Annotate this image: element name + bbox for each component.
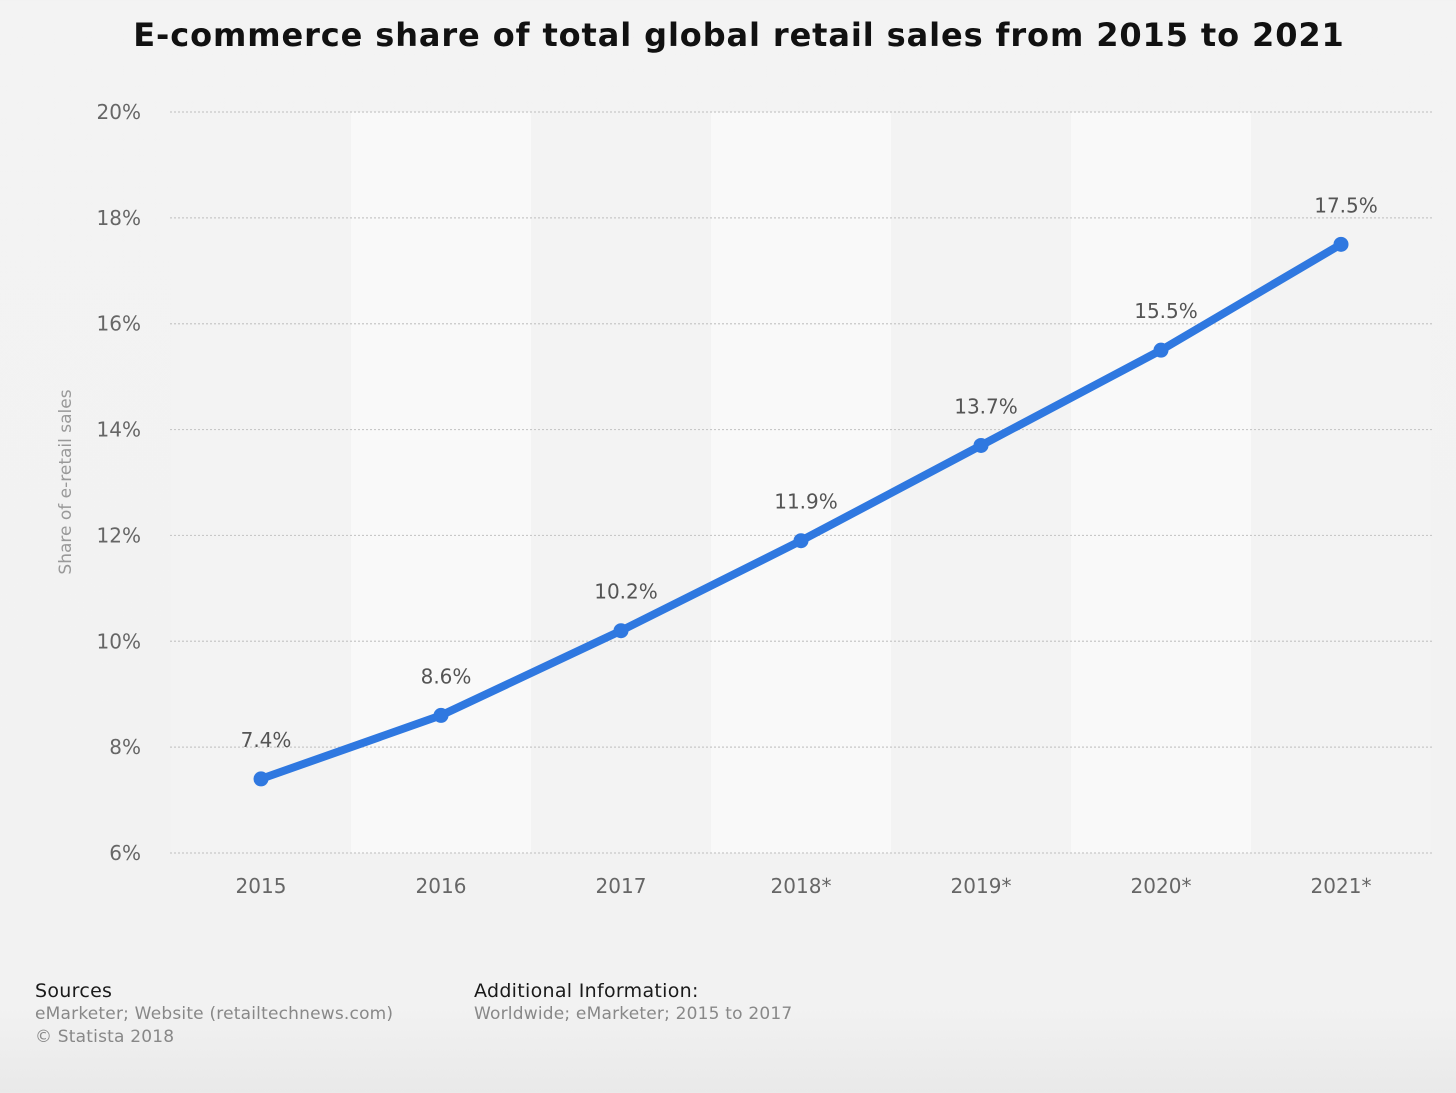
data-point [433,707,449,723]
x-tick-label: 2017 [596,874,647,898]
column-band [351,112,531,853]
x-tick-label: 2015 [236,874,287,898]
data-point [613,623,629,639]
x-axis-ticks: 2015 2016 2017 2018* 2019* 2020* 2021* [236,874,1372,898]
x-tick-label: 2016 [416,874,467,898]
y-tick-label: 6% [109,841,141,865]
data-point [793,533,809,549]
y-tick-label: 12% [97,523,141,547]
y-axis-ticks: 6% 8% 10% 12% 14% 16% 18% 20% [97,100,141,865]
x-tick-label: 2020* [1131,874,1192,898]
column-band [1071,112,1251,853]
y-tick-label: 8% [109,735,141,759]
column-band [891,112,1071,853]
y-tick-label: 16% [97,312,141,336]
data-label: 7.4% [241,728,292,752]
column-band [1251,112,1431,853]
y-tick-label: 20% [97,100,141,124]
y-axis-label: Share of e-retail sales [56,389,76,574]
y-tick-label: 14% [97,418,141,442]
data-label: 10.2% [594,580,658,604]
column-band [711,112,891,853]
column-band [171,112,352,853]
x-tick-label: 2021* [1311,874,1372,898]
data-point [1333,236,1349,252]
copyright-text: © Statista 2018 [35,1027,175,1047]
x-tick-label: 2019* [951,874,1012,898]
y-tick-label: 18% [97,206,141,230]
data-label: 11.9% [774,490,838,514]
chart-title: E-commerce share of total global retail … [133,16,1345,54]
data-label: 15.5% [1134,299,1198,323]
data-labels: 7.4% 8.6% 10.2% 11.9% 13.7% 15.5% 17.5% [241,193,1378,752]
sources-heading: Sources [35,980,113,1002]
line-chart: 6% 8% 10% 12% 14% 16% 18% 20% 2015 2016 2017 2018*… [56,100,1432,898]
additional-info-text: Worldwide; eMarketer; 2015 to 2017 [474,1004,793,1024]
column-bands [171,112,1431,853]
sources-block: Sources eMarketer; Website (retailtechne… [35,979,393,1049]
x-tick-label: 2018* [771,874,832,898]
y-tick-label: 10% [97,629,141,653]
data-point [973,437,989,453]
additional-info-block: Additional Information: Worldwide; eMark… [474,979,792,1026]
data-point [1153,342,1169,358]
additional-info-heading: Additional Information: [474,980,699,1002]
data-point [253,771,269,787]
data-series [253,236,1349,787]
column-band [531,112,711,853]
sources-text: eMarketer; Website (retailtechnews.com) [35,1004,394,1024]
data-label: 8.6% [421,664,472,688]
data-label: 17.5% [1314,193,1378,217]
data-label: 13.7% [954,394,1018,418]
